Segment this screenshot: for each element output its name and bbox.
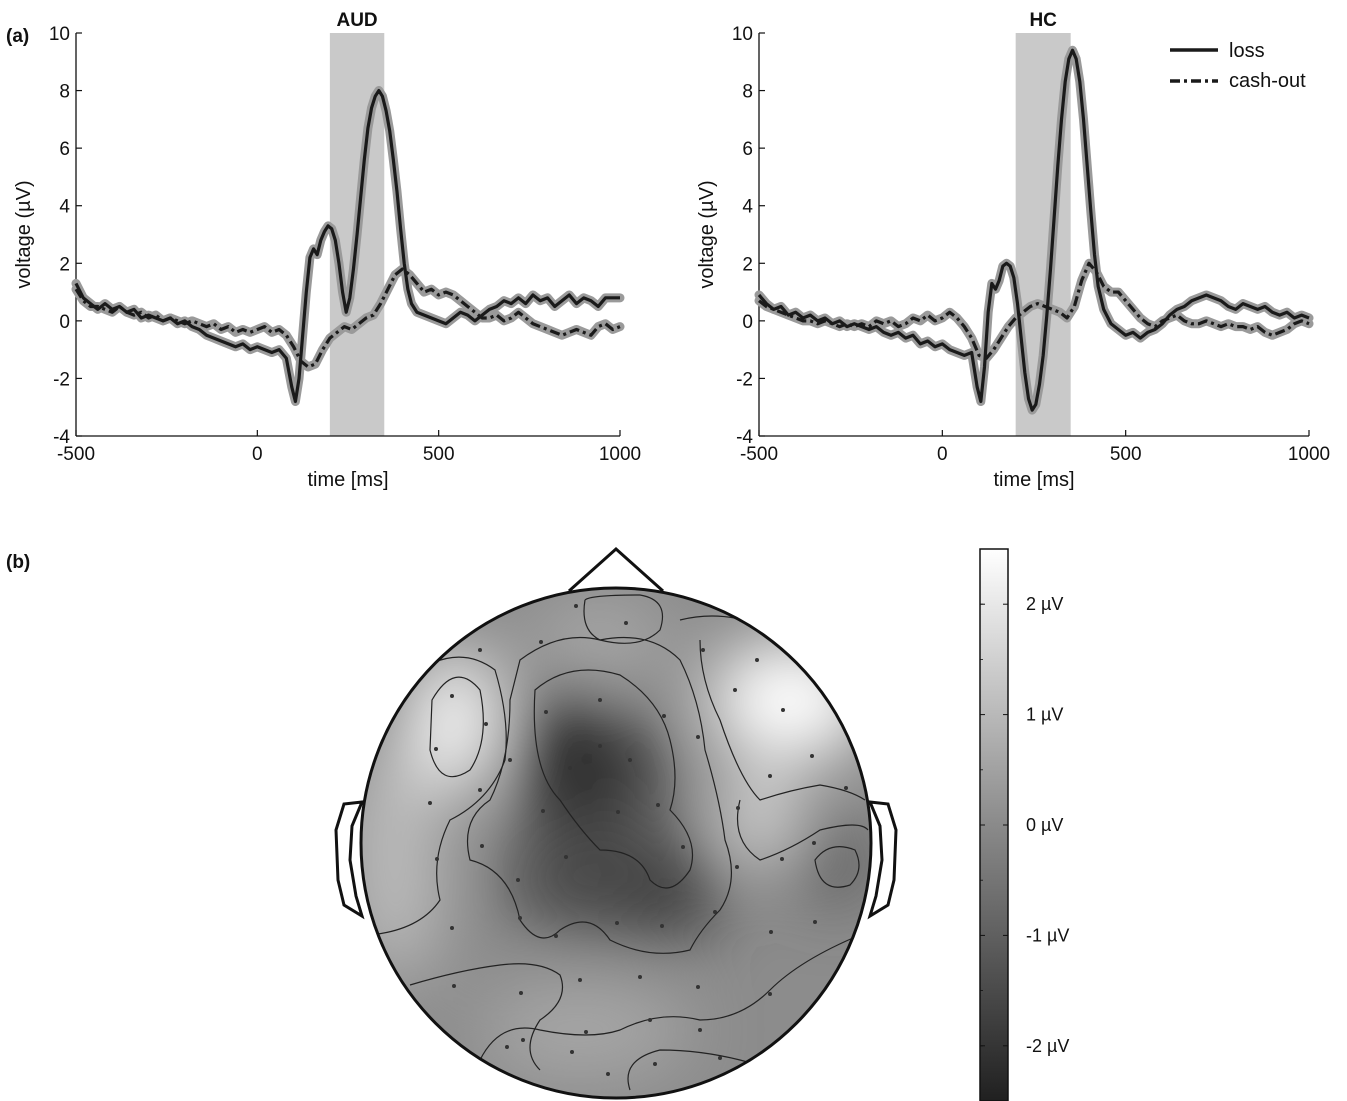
y-tick-label: 10 xyxy=(49,24,70,45)
y-tick-label: -2 xyxy=(736,369,753,390)
head-outline xyxy=(359,586,873,1100)
y-ticks-hc: -4 -2 0 2 4 6 8 10 xyxy=(732,24,765,448)
erp-chart-hc: HC time [ms] voltage (µV) -500 0 500 1000 -… xyxy=(696,10,1330,491)
x-tick-label: 500 xyxy=(423,444,455,465)
x-tick-label: 0 xyxy=(252,444,263,465)
right-ear-outline xyxy=(867,800,898,920)
series-lines-aud xyxy=(74,88,621,404)
x-tick-label: 500 xyxy=(1110,444,1142,465)
panel-label-a: (a) xyxy=(6,26,29,47)
x-tick-label: 1000 xyxy=(599,444,641,465)
chart-title-aud: AUD xyxy=(336,10,377,31)
colorbar-tick-label: 0 µV xyxy=(1026,815,1063,835)
series-line-loss xyxy=(757,48,1310,412)
x-ticks-hc: -500 0 500 1000 xyxy=(740,430,1330,465)
legend: loss cash-out xyxy=(1170,40,1306,92)
series-line-cash-out xyxy=(758,261,1310,360)
x-ticks-aud: -500 0 500 1000 xyxy=(57,430,641,465)
y-tick-label: -4 xyxy=(736,427,753,448)
colorbar-tick-label: 2 µV xyxy=(1026,594,1063,614)
left-ear-outline xyxy=(334,800,365,920)
y-tick-label: 4 xyxy=(59,197,70,218)
y-tick-label: 2 xyxy=(59,254,70,275)
y-tick-label: 0 xyxy=(59,312,70,333)
chart-title-hc: HC xyxy=(1029,10,1057,31)
erp-chart-aud: AUD time [ms] voltage (µV) -500 0 500 1000 … xyxy=(13,10,641,491)
y-tick-label: 6 xyxy=(742,139,753,160)
axes-aud xyxy=(75,33,620,437)
y-tick-label: 8 xyxy=(742,82,753,103)
y-tick-label: 8 xyxy=(59,82,70,103)
y-axis-label-hc: voltage (µV) xyxy=(696,180,718,288)
y-tick-label: -2 xyxy=(53,369,70,390)
y-tick-label: 4 xyxy=(742,197,753,218)
legend-label-loss: loss xyxy=(1229,40,1265,62)
colorbar-tick-label: -1 µV xyxy=(1026,925,1069,945)
scalp-topography xyxy=(334,546,898,1100)
y-tick-label: 10 xyxy=(732,24,753,45)
y-axis-label-aud: voltage (µV) xyxy=(13,180,35,288)
x-tick-label: 1000 xyxy=(1288,444,1330,465)
x-axis-label-aud: time [ms] xyxy=(307,469,388,491)
series-line-cash-out xyxy=(74,267,621,369)
axes-hc xyxy=(758,33,1309,437)
colorbar-tick-label: -2 µV xyxy=(1026,1036,1069,1056)
y-tick-label: 6 xyxy=(59,139,70,160)
colorbar-tick-label: 1 µV xyxy=(1026,705,1063,725)
panel-label-b: (b) xyxy=(6,552,30,573)
y-tick-label: -4 xyxy=(53,427,70,448)
y-tick-label: 0 xyxy=(742,312,753,333)
electrode-dots xyxy=(404,604,848,1076)
nose-outline xyxy=(568,546,664,593)
x-tick-label: -500 xyxy=(57,444,95,465)
legend-label-cash-out: cash-out xyxy=(1229,70,1306,92)
colorbar-ticks: 2 µV 1 µV 0 µV -1 µV -2 µV xyxy=(980,594,1069,1056)
x-axis-label-hc: time [ms] xyxy=(993,469,1074,491)
x-tick-label: 0 xyxy=(937,444,948,465)
series-lines-hc xyxy=(757,48,1310,412)
colorbar: 2 µV 1 µV 0 µV -1 µV -2 µV xyxy=(979,548,1069,1101)
y-ticks-aud: -4 -2 0 2 4 6 8 10 xyxy=(49,24,82,448)
y-tick-label: 2 xyxy=(742,254,753,275)
x-tick-label: -500 xyxy=(740,444,778,465)
